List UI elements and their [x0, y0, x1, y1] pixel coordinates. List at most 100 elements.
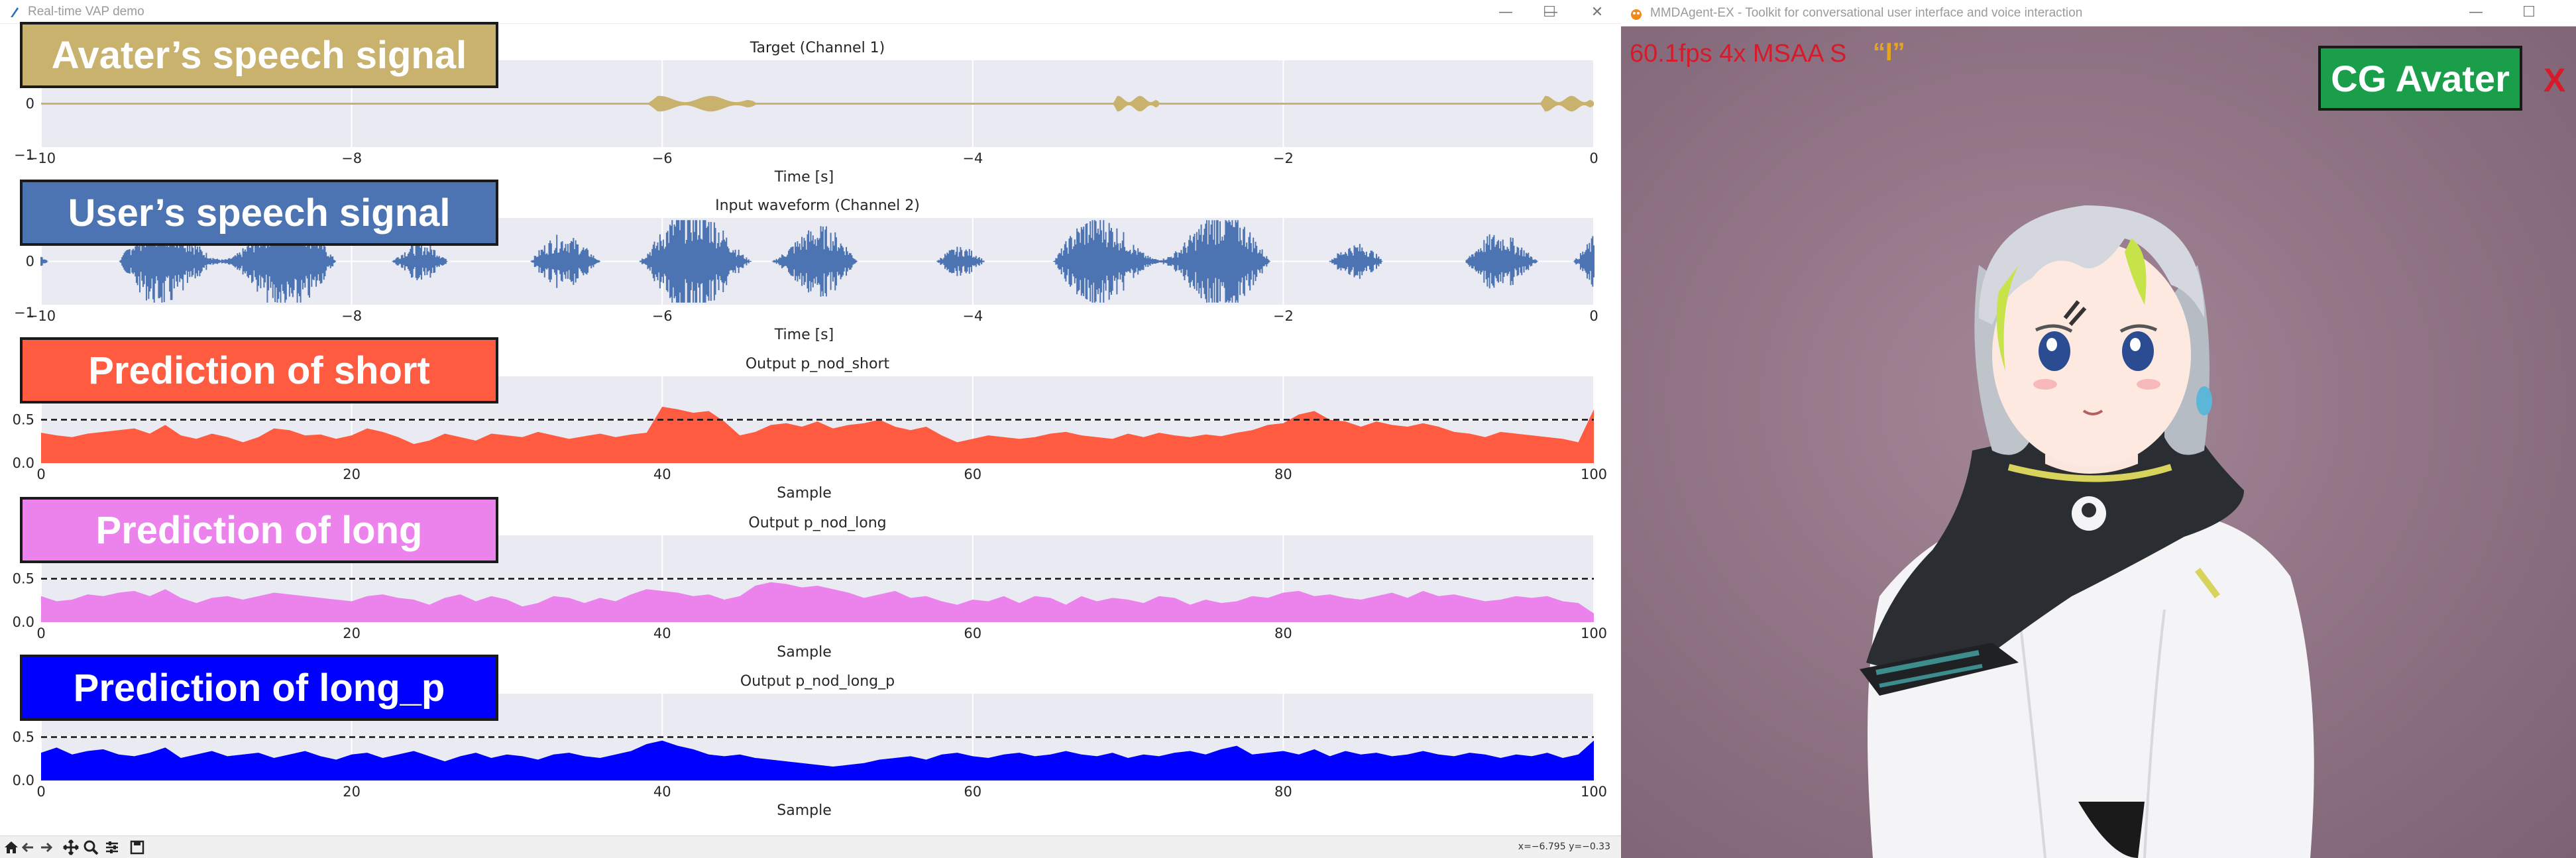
series-area-3 [41, 582, 1594, 622]
vap-demo-window: Real-time VAP demo — — ☐ ✕ Target (Chann… [0, 0, 1621, 858]
label-avatar-speech: Avater’s speech signal [20, 22, 498, 88]
y-tick-label: 0.0 [13, 773, 34, 788]
x-tick-label: 100 [1581, 625, 1607, 641]
x-tick-label: 0 [36, 784, 45, 800]
avatar-scarf [1866, 431, 2244, 669]
y-tick-label: 0 [26, 254, 34, 270]
speech-recognition-text: “I” [1873, 38, 1905, 66]
viewport-close-mark: X [2544, 62, 2566, 99]
x-tick-label: 100 [1581, 466, 1607, 482]
configure-icon[interactable] [103, 839, 121, 856]
x-tick-label: 20 [343, 466, 361, 482]
x-tick-label: −8 [341, 150, 362, 166]
x-tick-label: 80 [1274, 625, 1292, 641]
chart-panel-2[interactable]: Output p_nod_short 0 20 40 60 80 100 Sample 0.0 0… [13, 356, 1607, 502]
mmdagent-window: MMDAgent-EX - Toolkit for conversational… [1621, 0, 2576, 858]
avatar-face [1992, 242, 2191, 467]
close-button[interactable]: ✕ [1591, 3, 1604, 21]
vap-titlebar: Real-time VAP demo — [0, 0, 1621, 24]
x-axis-label: Time [s] [774, 327, 834, 343]
mmd-maximize-button[interactable]: ☐ [2522, 3, 2536, 21]
target-burst-2 [1539, 95, 1594, 112]
feather-app-icon [11, 7, 19, 17]
x-tick-label: 40 [653, 625, 671, 641]
x-axis-label: Sample [777, 644, 832, 661]
fps-readout: 60.1fps 4x MSAA S [1630, 40, 1847, 68]
chart-title: Output p_nod_long_p [740, 673, 895, 690]
chart-title: Input waveform (Channel 2) [715, 197, 920, 214]
forward-icon[interactable] [37, 839, 54, 856]
x-tick-label: 40 [653, 784, 671, 800]
mmd-minimize-button[interactable]: — [2469, 3, 2483, 21]
x-tick-label: 0 [36, 466, 45, 482]
mmdagent-titlebar: MMDAgent-EX - Toolkit for conversational… [1621, 0, 2576, 27]
avatar-right-eye [2122, 331, 2154, 371]
avatar-earring [2196, 386, 2212, 415]
x-tick-label: −4 [962, 150, 983, 166]
x-tick-label: 20 [343, 784, 361, 800]
avatar-mouth [2082, 409, 2103, 415]
y-tick-label: 0.5 [13, 571, 34, 587]
mmdagent-app-icon [1631, 9, 1642, 20]
avatar-shorts [2078, 802, 2145, 858]
maximize-button[interactable]: ☐ [1543, 3, 1556, 21]
x-axis-label: Sample [777, 802, 832, 819]
y-tick-label: 0 [26, 96, 34, 112]
home-icon[interactable] [3, 839, 20, 856]
mmdagent-window-title: MMDAgent-EX - Toolkit for conversational… [1650, 6, 2083, 20]
x-tick-label: 40 [653, 466, 671, 482]
x-tick-label: 60 [964, 784, 981, 800]
chart-title: Output p_nod_long [748, 515, 886, 531]
y-tick-label: 0.0 [13, 455, 34, 471]
x-axis-label: Sample [777, 485, 832, 502]
cg-avatar-character [1860, 205, 2314, 858]
vap-window-title: Real-time VAP demo [28, 5, 144, 19]
x-tick-label: 0 [1589, 308, 1598, 324]
chart-title: Target (Channel 1) [750, 40, 885, 56]
x-tick-label: 0 [36, 625, 45, 641]
target-burst-1 [1112, 95, 1159, 112]
zoom-icon[interactable] [82, 839, 99, 856]
chart-panel-3[interactable]: Output p_nod_long 0 20 40 60 80 100 Sample 0.0 0.… [13, 515, 1607, 661]
x-tick-label: 60 [964, 625, 981, 641]
matplotlib-toolbar: x=−6.795 y=−0.33 [0, 835, 1621, 858]
x-tick-label: −2 [1273, 150, 1294, 166]
label-pred-long: Prediction of long [20, 497, 498, 563]
y-tick-label: 0.5 [13, 729, 34, 745]
x-tick-label: −10 [27, 150, 56, 166]
save-icon[interactable] [129, 839, 146, 856]
minimize-button-2[interactable]: — [1498, 3, 1513, 21]
series-area-4 [41, 740, 1594, 780]
x-tick-label: 0 [1589, 150, 1598, 166]
avatar-hair-front [1979, 205, 2204, 325]
x-tick-label: 80 [1274, 784, 1292, 800]
x-axis-label: Time [s] [774, 169, 834, 186]
series-area-2 [41, 406, 1594, 463]
chart-title: Output p_nod_short [746, 356, 890, 372]
pan-icon[interactable] [62, 839, 80, 856]
x-tick-label: −8 [341, 308, 362, 324]
x-tick-label: 80 [1274, 466, 1292, 482]
x-tick-label: −6 [652, 150, 673, 166]
x-tick-label: 100 [1581, 784, 1607, 800]
avatar-left-eye [2039, 331, 2070, 371]
minimize-button[interactable]: — [1543, 3, 1558, 21]
x-tick-label: 60 [964, 466, 981, 482]
label-cg-avatar: CG Avater [2318, 46, 2522, 111]
x-tick-label: −10 [27, 308, 56, 324]
target-burst-0 [646, 95, 756, 112]
y-tick-label: −1 [14, 147, 34, 163]
x-tick-label: −4 [962, 308, 983, 324]
label-pred-short: Prediction of short [20, 337, 498, 403]
y-tick-label: 0.0 [13, 614, 34, 630]
label-pred-long-p: Prediction of long_p [20, 655, 498, 721]
x-tick-label: 20 [343, 625, 361, 641]
y-tick-label: −1 [14, 305, 34, 321]
back-icon[interactable] [20, 839, 37, 856]
y-tick-label: 0.5 [13, 412, 34, 428]
coord-readout: x=−6.795 y=−0.33 [1518, 841, 1610, 852]
x-tick-label: −6 [652, 308, 673, 324]
x-tick-label: −2 [1273, 308, 1294, 324]
label-user-speech: User’s speech signal [20, 180, 498, 246]
